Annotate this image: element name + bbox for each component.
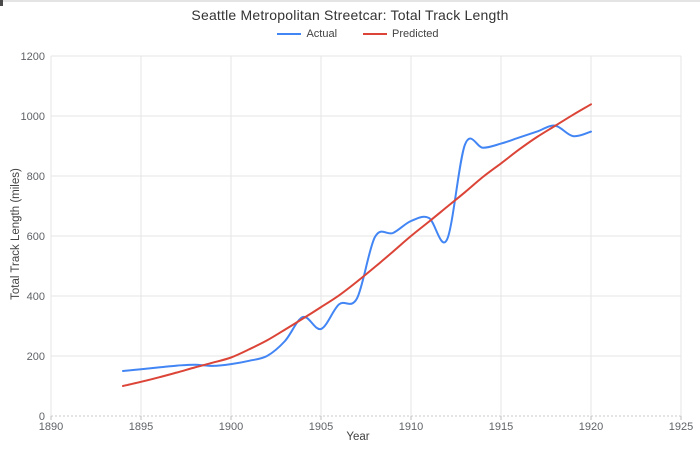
legend-label-predicted: Predicted (392, 28, 439, 40)
y-tick-label: 1200 (21, 51, 45, 63)
chart-legend: Actual Predicted (16, 27, 700, 41)
screenshot-top-edge (0, 0, 700, 2)
y-tick-label: 400 (27, 291, 45, 303)
x-tick-label: 1925 (669, 421, 693, 433)
chart-title: Seattle Metropolitan Streetcar: Total Tr… (191, 7, 509, 23)
predicted-line-swatch (363, 33, 388, 35)
x-tick-label: 1890 (39, 421, 63, 433)
x-tick-label: 1900 (219, 421, 243, 433)
x-tick-label: 1915 (489, 421, 513, 433)
x-tick-label: 1905 (309, 421, 333, 433)
actual-line-swatch (277, 33, 302, 35)
y-tick-label: 200 (27, 351, 45, 363)
x-tick-label: 1895 (129, 421, 153, 433)
series-line-actual (122, 124, 592, 372)
screenshot-corner-mark (0, 0, 3, 6)
y-tick-label: 800 (27, 171, 45, 183)
legend-label-actual: Actual (306, 28, 338, 40)
y-tick-label: 1000 (21, 111, 45, 123)
x-tick-label: 1910 (399, 421, 423, 433)
legend-item-actual: Actual (277, 28, 337, 40)
x-tick-label: 1920 (579, 421, 603, 433)
y-tick-label: 0 (39, 411, 45, 423)
series-line-predicted (122, 103, 592, 387)
x-axis-title: Year (346, 431, 370, 443)
y-tick-label: 600 (27, 231, 45, 243)
legend-item-predicted: Predicted (363, 28, 439, 40)
